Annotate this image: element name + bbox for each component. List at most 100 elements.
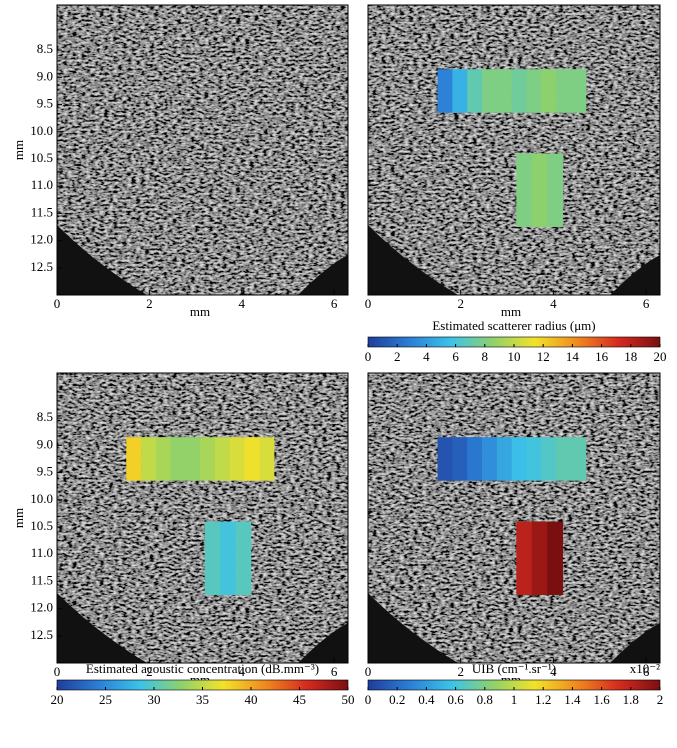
colorbar-tick-label: 4 — [423, 349, 430, 364]
region-cell — [214, 437, 231, 481]
x-tick-label: 2 — [457, 664, 464, 679]
x-tick-label: 6 — [643, 296, 650, 311]
x-axis-label: mm — [501, 304, 521, 319]
x-tick-label: 4 — [239, 296, 246, 311]
region-cell — [547, 521, 563, 595]
colorbar-tick-label: 1.4 — [564, 692, 581, 707]
colorbar-exponent: x10⁻² — [630, 661, 660, 676]
ultrasound-texture — [57, 5, 348, 295]
region-cell — [452, 437, 468, 481]
region-cell — [467, 69, 483, 113]
x-tick-label: 0 — [365, 664, 372, 679]
region-cell — [204, 521, 221, 595]
colorbar-tick-label: 14 — [566, 349, 580, 364]
y-tick-label: 9.0 — [37, 436, 53, 451]
colorbar-tick-label: 30 — [148, 692, 161, 707]
region-cell — [511, 437, 527, 481]
dark-corner — [368, 593, 660, 663]
region-cell — [531, 153, 548, 227]
region-cell — [259, 437, 275, 481]
region-cell — [141, 437, 157, 481]
y-tick-label: 10.5 — [30, 518, 53, 533]
region-cell — [126, 437, 142, 481]
x-tick-label: 6 — [331, 664, 338, 679]
y-tick-label: 10.0 — [30, 123, 53, 138]
colorbar-title: UIB (cm⁻¹.sr⁻¹) — [472, 661, 556, 676]
plot-frame — [367, 372, 661, 664]
colorbar-tick-label: 10 — [508, 349, 521, 364]
dark-corner — [57, 593, 348, 663]
y-tick-label: 9.5 — [37, 96, 53, 111]
region-cell — [541, 437, 557, 481]
x-tick-label: 2 — [146, 664, 153, 679]
region-cell — [452, 69, 468, 113]
region-cell — [200, 437, 216, 481]
region-cell — [229, 437, 245, 481]
dark-corner — [368, 225, 660, 295]
colorbar-tick-label: 0.4 — [418, 692, 435, 707]
region-cell — [556, 437, 572, 481]
region-cell — [516, 521, 533, 595]
colorbar-tick-label: 25 — [99, 692, 112, 707]
region-cell — [437, 437, 453, 481]
ultrasound-texture — [368, 373, 660, 663]
y-tick-label: 12.5 — [30, 627, 53, 642]
colorbar-tick-label: 50 — [342, 692, 355, 707]
dark-corner — [57, 225, 348, 295]
plot-frame — [367, 4, 661, 296]
region-cell — [571, 69, 587, 113]
x-tick-label: 4 — [239, 664, 246, 679]
region-cell — [556, 69, 572, 113]
colorbar-tick-label: 1.8 — [623, 692, 639, 707]
colorbar-tick-label: 0.2 — [389, 692, 405, 707]
y-tick-label: 10.0 — [30, 491, 53, 506]
region-cell — [244, 437, 260, 481]
y-tick-label: 10.5 — [30, 150, 53, 165]
colorbar-tick-label: 0.8 — [477, 692, 493, 707]
y-tick-label: 12.0 — [30, 600, 53, 615]
colorbar-tick-label: 35 — [196, 692, 209, 707]
region-cell — [235, 521, 252, 595]
colorbar-tick-label: 18 — [624, 349, 637, 364]
colorbar-title: Estimated acoustic concentration (dB.mm⁻… — [86, 661, 319, 676]
y-tick-label: 8.5 — [37, 409, 53, 424]
region-cell — [155, 437, 171, 481]
y-axis-label: mm — [11, 140, 26, 160]
ultrasound-texture — [368, 5, 660, 295]
region-cell — [482, 69, 498, 113]
y-tick-label: 8.5 — [37, 41, 53, 56]
plot-frame — [56, 4, 349, 296]
y-tick-label: 11.0 — [31, 177, 53, 192]
region-cell — [185, 437, 201, 481]
colorbar-tick-label: 2 — [394, 349, 401, 364]
x-tick-label: 6 — [643, 664, 650, 679]
colorbar-tick-label: 20 — [51, 692, 64, 707]
colorbar-tick-label: 0 — [365, 349, 372, 364]
x-tick-label: 4 — [550, 296, 557, 311]
region-cell — [526, 69, 542, 113]
x-tick-label: 6 — [331, 296, 338, 311]
region-cell — [516, 153, 533, 227]
region-cell — [496, 69, 512, 113]
x-tick-label: 0 — [54, 664, 61, 679]
plot-frame — [56, 372, 349, 664]
region-cell — [220, 521, 236, 595]
y-tick-label: 9.5 — [37, 464, 53, 479]
colorbar-tick-label: 1 — [511, 692, 518, 707]
region-cell — [541, 69, 557, 113]
y-tick-label: 11.5 — [31, 572, 53, 587]
colorbar-tick-label: 40 — [245, 692, 258, 707]
colorbar-tick-label: 1.2 — [535, 692, 551, 707]
y-axis-label: mm — [11, 508, 26, 528]
colorbar-tick-label: 2 — [657, 692, 664, 707]
region-cell — [511, 69, 527, 113]
x-tick-label: 0 — [54, 296, 61, 311]
y-tick-label: 9.0 — [37, 68, 53, 83]
x-tick-label: 2 — [146, 296, 153, 311]
colorbar-tick-label: 16 — [595, 349, 609, 364]
region-cell — [571, 437, 587, 481]
x-tick-label: 4 — [550, 664, 557, 679]
colorbar-tick-label: 12 — [537, 349, 550, 364]
y-tick-label: 11.0 — [31, 545, 53, 560]
